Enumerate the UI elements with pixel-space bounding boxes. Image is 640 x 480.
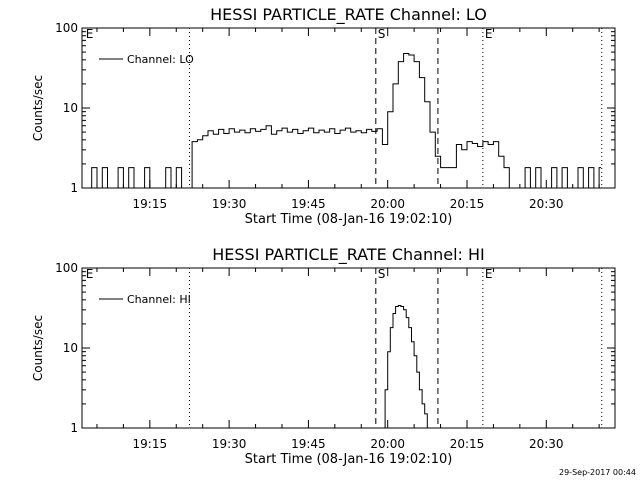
chart-lo-ytick-label: 10 xyxy=(63,101,78,115)
chart-hi-ylabel: Counts/sec xyxy=(31,315,45,381)
chart-hi-series-line xyxy=(382,305,430,429)
chart-hi-legend-label: Channel: HI xyxy=(127,293,191,306)
chart-hi-marker-label: E xyxy=(485,267,493,281)
chart-hi-ytick-label: 1 xyxy=(70,421,78,435)
chart-lo-legend-label: Channel: LO xyxy=(127,53,194,66)
chart-lo-plot-frame xyxy=(81,27,616,189)
chart-hi-marker-label: E xyxy=(86,267,94,281)
chart-lo-xtick-label: 20:15 xyxy=(450,197,485,211)
chart-hi: HESSI PARTICLE_RATE Channel: HI Counts/s… xyxy=(31,245,616,467)
chart-hi-xtick-label: 20:15 xyxy=(450,437,485,451)
chart-hi-title: HESSI PARTICLE_RATE Channel: HI xyxy=(212,245,485,265)
chart-lo-xtick-label: 19:15 xyxy=(133,197,168,211)
chart-hi-ytick-label: 100 xyxy=(55,261,78,275)
chart-hi-plot-frame xyxy=(81,267,616,429)
chart-lo-xtick-label: 20:00 xyxy=(370,197,405,211)
chart-lo-marker-label: S xyxy=(378,27,386,41)
chart-lo-marker-label: E xyxy=(485,27,493,41)
chart-lo: HESSI PARTICLE_RATE Channel: LO Counts/s… xyxy=(31,5,616,227)
chart-hi-xtick-label: 20:30 xyxy=(529,437,564,451)
chart-hi-xlabel: Start Time (08-Jan-16 19:02:10) xyxy=(245,452,453,467)
chart-hi-xtick-label: 19:30 xyxy=(212,437,247,451)
chart-hi-xtick-label: 19:15 xyxy=(133,437,168,451)
chart-lo-ytick-label: 100 xyxy=(55,21,78,35)
chart-lo-ytick-label: 1 xyxy=(70,181,78,195)
chart-lo-marker-label: E xyxy=(86,27,94,41)
chart-lo-title: HESSI PARTICLE_RATE Channel: LO xyxy=(210,5,487,25)
chart-hi-xtick-label: 20:00 xyxy=(370,437,405,451)
chart-hi-ytick-label: 10 xyxy=(63,341,78,355)
chart-lo-series-line xyxy=(86,53,602,189)
chart-hi-marker-label: S xyxy=(378,267,386,281)
chart-lo-xtick-label: 19:45 xyxy=(291,197,326,211)
chart-hi-xtick-label: 19:45 xyxy=(291,437,326,451)
chart-lo-xtick-label: 20:30 xyxy=(529,197,564,211)
chart-lo-xlabel: Start Time (08-Jan-16 19:02:10) xyxy=(245,212,453,227)
chart-lo-xtick-label: 19:30 xyxy=(212,197,247,211)
footer-timestamp: 29-Sep-2017 00:44 xyxy=(559,468,636,477)
chart-lo-ylabel: Counts/sec xyxy=(31,75,45,141)
